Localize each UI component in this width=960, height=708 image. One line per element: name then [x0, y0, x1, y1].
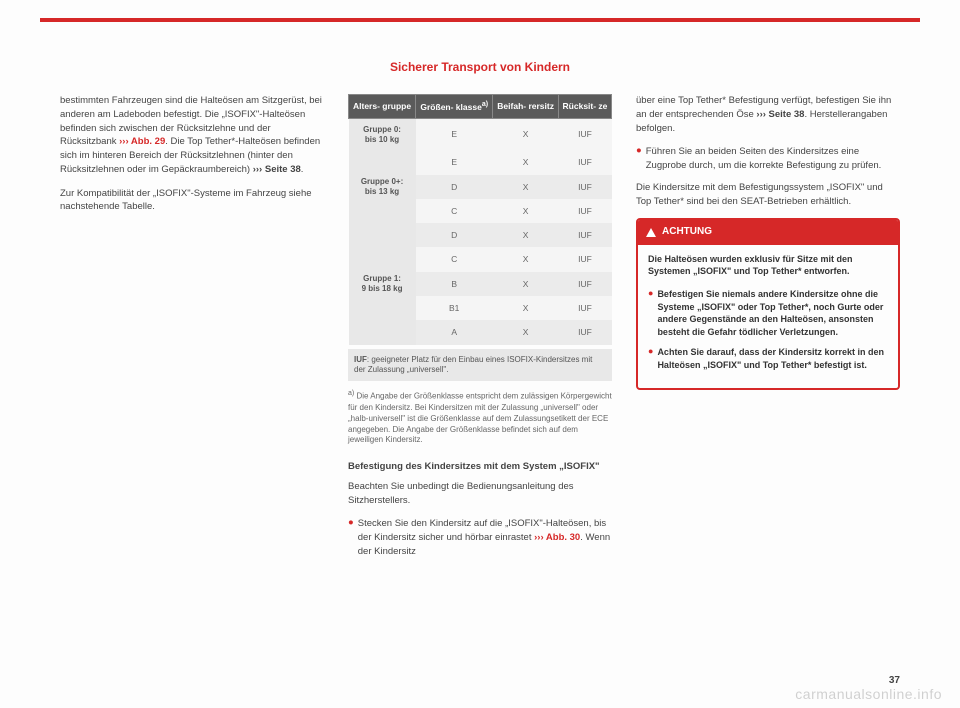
group-sublabel: bis 13 kg: [365, 187, 399, 196]
group-label: Gruppe 0+:: [361, 177, 403, 186]
th-ruecksitze: Rücksit- ze: [558, 95, 611, 119]
text: .: [301, 164, 304, 175]
header-rule: [40, 18, 920, 22]
column-2: Alters- gruppe Größen- klassea) Beifah- …: [348, 94, 612, 567]
group-label: Gruppe 0:: [363, 125, 401, 134]
footnote-marker: a): [482, 101, 488, 108]
page-title: Sicherer Transport von Kindern: [60, 60, 900, 74]
cell: IUF: [558, 175, 611, 199]
bullet-dot: ●: [348, 517, 354, 558]
group-sublabel: bis 10 kg: [365, 135, 399, 144]
bullet-item: ● Stecken Sie den Kindersitz auf die „IS…: [348, 517, 612, 558]
bullet-dot: ●: [648, 288, 653, 338]
page-number: 37: [889, 675, 900, 686]
cell: X: [493, 247, 559, 271]
group-sublabel: 9 bis 18 kg: [362, 284, 403, 293]
bullet-dot: ●: [636, 145, 642, 173]
bullet-item: ● Achten Sie darauf, dass der Kindersitz…: [648, 346, 888, 371]
cell: X: [493, 175, 559, 199]
group-cell: Gruppe 0+: bis 13 kg: [349, 150, 416, 223]
bullet-item: ● Führen Sie an beiden Seiten des Kinder…: [636, 145, 900, 173]
cell: X: [493, 272, 559, 296]
cell: IUF: [558, 296, 611, 320]
text: Die Angabe der Größenklasse entspricht d…: [348, 392, 612, 444]
text: Größen- klasse: [420, 102, 481, 112]
group-label: Gruppe 1:: [363, 274, 401, 283]
cell: X: [493, 296, 559, 320]
cell: IUF: [558, 272, 611, 296]
warning-box: ACHTUNG Die Halteösen wurden exklusiv fü…: [636, 218, 900, 389]
text: Achten Sie darauf, dass der Kindersitz k…: [657, 346, 888, 371]
cell: B: [416, 272, 493, 296]
text: Befestigen Sie niemals andere Kindersitz…: [657, 288, 888, 338]
column-1: bestimmten Fahrzeugen sind die Halteösen…: [60, 94, 324, 567]
cell: X: [493, 320, 559, 344]
ref-link: ››› Seite 38: [253, 164, 301, 175]
bullet-item: ● Befestigen Sie niemals andere Kindersi…: [648, 288, 888, 338]
cell: D: [416, 223, 493, 247]
cell: D: [416, 175, 493, 199]
paragraph: Die Kindersitze mit dem Befestigungssyst…: [636, 181, 900, 209]
cell: C: [416, 199, 493, 223]
group-cell: Gruppe 0: bis 10 kg: [349, 119, 416, 151]
cell: A: [416, 320, 493, 344]
warning-body: Die Halteösen wurden exklusiv für Sitze …: [638, 245, 898, 388]
column-3: über eine Top Tether* Befestigung verfüg…: [636, 94, 900, 567]
warning-title: ACHTUNG: [662, 225, 712, 240]
bullet-dot: ●: [648, 346, 653, 371]
cell: IUF: [558, 223, 611, 247]
ref-link: ››› Abb. 29: [119, 136, 165, 147]
cell: IUF: [558, 199, 611, 223]
subheading: Befestigung des Kindersitzes mit dem Sys…: [348, 460, 612, 474]
text: IUF: geeigneter Platz für den Einbau ein…: [354, 355, 592, 374]
th-beifahrersitz: Beifah- rersitz: [493, 95, 559, 119]
group-cell: Gruppe 1: 9 bis 18 kg: [349, 223, 416, 345]
watermark: carmanualsonline.info: [795, 686, 942, 702]
warning-icon: [646, 228, 656, 237]
isofix-table: Alters- gruppe Größen- klassea) Beifah- …: [348, 94, 612, 345]
manual-page: Sicherer Transport von Kindern bestimmte…: [0, 0, 960, 708]
paragraph: Zur Kompatibilität der „ISOFIX"-Systeme …: [60, 187, 324, 215]
cell: IUF: [558, 150, 611, 174]
content-columns: bestimmten Fahrzeugen sind die Halteösen…: [60, 94, 900, 567]
paragraph: Die Halteösen wurden exklusiv für Sitze …: [648, 253, 888, 278]
paragraph: bestimmten Fahrzeugen sind die Halteösen…: [60, 94, 324, 177]
cell: C: [416, 247, 493, 271]
cell: X: [493, 199, 559, 223]
cell: X: [493, 150, 559, 174]
cell: E: [416, 119, 493, 151]
text: Stecken Sie den Kindersitz auf die „ISOF…: [358, 517, 612, 558]
text: Führen Sie an beiden Seiten des Kindersi…: [646, 145, 900, 173]
cell: IUF: [558, 247, 611, 271]
table-footnote: a) Die Angabe der Größenklasse entsprich…: [348, 389, 612, 446]
iuf-note: IUF: geeigneter Platz für den Einbau ein…: [348, 349, 612, 382]
cell: E: [416, 150, 493, 174]
ref-link: ››› Abb. 30: [534, 532, 580, 543]
ref-link: ››› Seite 38: [756, 109, 804, 120]
cell: X: [493, 223, 559, 247]
th-groessenklasse: Größen- klassea): [416, 95, 493, 119]
cell: X: [493, 119, 559, 151]
paragraph: über eine Top Tether* Befestigung verfüg…: [636, 94, 900, 135]
cell: IUF: [558, 320, 611, 344]
th-altersgruppe: Alters- gruppe: [349, 95, 416, 119]
paragraph: Beachten Sie unbedingt die Bedienungsanl…: [348, 480, 612, 508]
cell: IUF: [558, 119, 611, 151]
cell: B1: [416, 296, 493, 320]
warning-header: ACHTUNG: [638, 220, 898, 245]
